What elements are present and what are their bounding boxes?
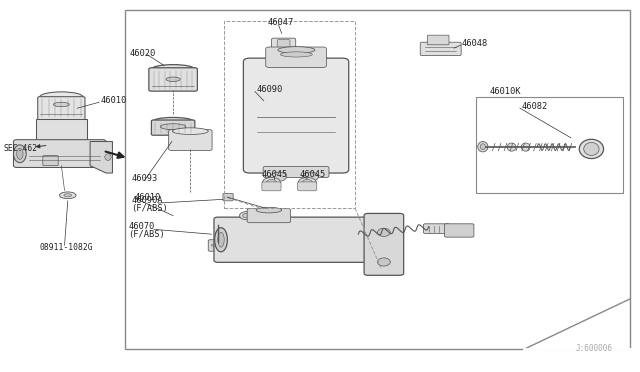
FancyBboxPatch shape: [298, 182, 317, 191]
Text: 46045: 46045: [261, 170, 287, 179]
Ellipse shape: [152, 65, 195, 74]
Ellipse shape: [521, 143, 530, 151]
Ellipse shape: [302, 180, 312, 185]
Ellipse shape: [271, 172, 287, 182]
Polygon shape: [36, 119, 87, 141]
Text: 46048: 46048: [462, 39, 488, 48]
FancyBboxPatch shape: [214, 217, 388, 262]
Ellipse shape: [303, 172, 319, 182]
Text: (F/ABS): (F/ABS): [129, 230, 165, 239]
Ellipse shape: [17, 148, 23, 159]
Text: SEC.462: SEC.462: [4, 144, 38, 153]
FancyBboxPatch shape: [38, 97, 85, 121]
Text: 46090A: 46090A: [132, 196, 163, 205]
FancyBboxPatch shape: [13, 140, 106, 167]
Ellipse shape: [218, 232, 224, 247]
Ellipse shape: [378, 228, 390, 236]
FancyBboxPatch shape: [223, 193, 233, 201]
Ellipse shape: [166, 77, 180, 81]
Ellipse shape: [265, 212, 279, 220]
Ellipse shape: [53, 102, 69, 107]
Ellipse shape: [477, 141, 488, 152]
FancyBboxPatch shape: [152, 120, 195, 135]
Text: 46082: 46082: [521, 102, 547, 111]
Ellipse shape: [173, 128, 208, 135]
FancyBboxPatch shape: [43, 155, 58, 166]
Ellipse shape: [13, 145, 26, 163]
Ellipse shape: [239, 212, 253, 220]
FancyBboxPatch shape: [271, 38, 296, 51]
Ellipse shape: [40, 92, 83, 102]
Ellipse shape: [214, 228, 227, 252]
Ellipse shape: [278, 46, 315, 53]
Ellipse shape: [154, 118, 193, 125]
Ellipse shape: [579, 139, 604, 158]
FancyBboxPatch shape: [424, 224, 450, 234]
Ellipse shape: [378, 258, 390, 266]
Text: (F/ABS): (F/ABS): [132, 204, 168, 213]
Ellipse shape: [507, 143, 516, 151]
Text: 46093: 46093: [132, 174, 158, 183]
Ellipse shape: [64, 194, 72, 197]
Text: J:600006: J:600006: [575, 344, 612, 353]
Polygon shape: [90, 141, 113, 173]
FancyBboxPatch shape: [364, 214, 404, 275]
Text: 46010K: 46010K: [489, 87, 521, 96]
Ellipse shape: [105, 154, 111, 160]
FancyBboxPatch shape: [262, 182, 281, 191]
Text: 46047: 46047: [268, 19, 294, 28]
FancyBboxPatch shape: [266, 47, 326, 67]
Ellipse shape: [584, 142, 599, 155]
Ellipse shape: [60, 192, 76, 199]
FancyBboxPatch shape: [169, 130, 212, 150]
FancyBboxPatch shape: [428, 35, 449, 45]
FancyBboxPatch shape: [420, 42, 461, 55]
Ellipse shape: [243, 214, 250, 218]
Ellipse shape: [256, 207, 282, 213]
FancyBboxPatch shape: [208, 240, 227, 251]
Text: 46010: 46010: [100, 96, 127, 105]
FancyBboxPatch shape: [149, 68, 197, 91]
FancyBboxPatch shape: [263, 166, 329, 177]
Text: 46020: 46020: [130, 49, 156, 58]
FancyBboxPatch shape: [247, 209, 291, 223]
Text: 46045: 46045: [300, 170, 326, 179]
Ellipse shape: [161, 124, 186, 130]
Bar: [476, 97, 623, 193]
FancyBboxPatch shape: [445, 224, 474, 237]
Text: 46090: 46090: [256, 85, 282, 94]
Ellipse shape: [262, 177, 280, 187]
Ellipse shape: [480, 144, 485, 150]
Text: 08911-1082G: 08911-1082G: [39, 243, 93, 251]
Ellipse shape: [266, 180, 276, 185]
Ellipse shape: [298, 177, 316, 187]
Ellipse shape: [211, 244, 224, 247]
Text: 46010: 46010: [135, 193, 161, 202]
Bar: [125, 10, 630, 349]
Ellipse shape: [280, 52, 312, 57]
Text: 46070: 46070: [129, 222, 155, 231]
Ellipse shape: [268, 214, 276, 218]
FancyBboxPatch shape: [277, 39, 290, 48]
FancyBboxPatch shape: [243, 58, 349, 173]
